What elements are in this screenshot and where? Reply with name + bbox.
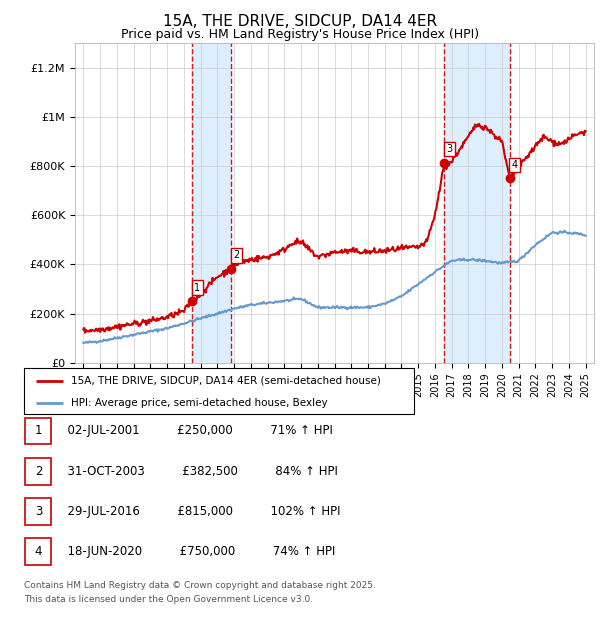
Bar [445,43,509,363]
Bar [192,43,231,363]
Text: 1: 1 [35,425,42,437]
Text: 4: 4 [512,160,518,170]
Text: Price paid vs. HM Land Registry's House Price Index (HPI): Price paid vs. HM Land Registry's House … [121,28,479,41]
Text: 4: 4 [35,546,42,558]
Text: 02-JUL-2001          £250,000          71% ↑ HPI: 02-JUL-2001 £250,000 71% ↑ HPI [60,425,333,437]
Text: 18-JUN-2020          £750,000          74% ↑ HPI: 18-JUN-2020 £750,000 74% ↑ HPI [60,546,335,558]
Text: 2: 2 [35,465,42,477]
Text: 2: 2 [233,250,239,260]
Text: 31-OCT-2003          £382,500          84% ↑ HPI: 31-OCT-2003 £382,500 84% ↑ HPI [60,465,338,477]
Text: Contains HM Land Registry data © Crown copyright and database right 2025.: Contains HM Land Registry data © Crown c… [24,581,376,590]
Text: 3: 3 [446,144,452,154]
Text: 15A, THE DRIVE, SIDCUP, DA14 4ER: 15A, THE DRIVE, SIDCUP, DA14 4ER [163,14,437,29]
Text: 1: 1 [194,283,200,293]
Text: 15A, THE DRIVE, SIDCUP, DA14 4ER (semi-detached house): 15A, THE DRIVE, SIDCUP, DA14 4ER (semi-d… [71,376,380,386]
Text: This data is licensed under the Open Government Licence v3.0.: This data is licensed under the Open Gov… [24,595,313,604]
Text: HPI: Average price, semi-detached house, Bexley: HPI: Average price, semi-detached house,… [71,397,328,407]
Text: 29-JUL-2016          £815,000          102% ↑ HPI: 29-JUL-2016 £815,000 102% ↑ HPI [60,505,341,518]
Text: 3: 3 [35,505,42,518]
